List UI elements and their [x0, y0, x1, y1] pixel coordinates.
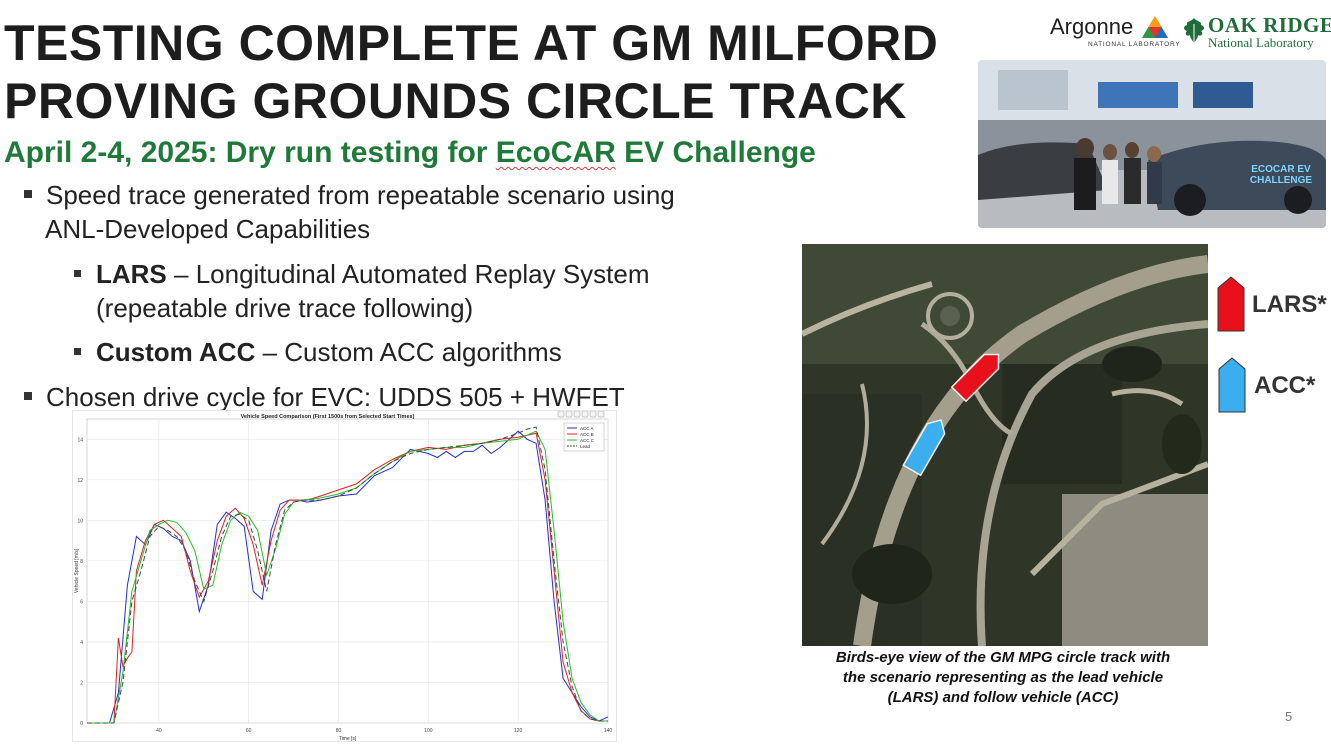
legend-entry: ACC C	[580, 438, 595, 443]
series-line-acc-b	[87, 432, 608, 724]
chart-toolbar-button[interactable]	[589, 410, 597, 418]
x-tick-label: 80	[336, 728, 342, 734]
legend-entry: Lead	[580, 444, 591, 449]
team-photo-scene	[978, 60, 1326, 228]
title-line-1: TESTING COMPLETE AT GM MILFORD	[4, 15, 939, 71]
bullet-square-icon	[74, 269, 81, 277]
legend-entry: ACC B	[580, 432, 594, 437]
lars-legend-marker-icon	[1217, 276, 1245, 332]
track-aerial-map	[802, 244, 1208, 646]
y-tick-label: 14	[77, 437, 83, 443]
bullet-square-icon	[24, 190, 32, 199]
chart-toolbar-button[interactable]	[557, 410, 565, 418]
acc-legend-label: ACC*	[1254, 372, 1316, 399]
drive-cycle-text: Chosen drive cycle for EVC: UDDS 505 + H…	[46, 382, 625, 412]
ornl-logo: OAK RIDGE National Laboratory	[1180, 12, 1331, 52]
title-line-2: PROVING GROUNDS CIRCLE TRACK	[4, 73, 907, 129]
ornl-logo-top: OAK RIDGE	[1208, 13, 1331, 37]
lars-legend-label: LARS*	[1252, 291, 1327, 318]
acc-vehicle-marker	[902, 419, 946, 477]
x-tick-label: 120	[514, 728, 523, 734]
lars-definition: – Longitudinal Automated Replay System	[166, 259, 650, 289]
chart-toolbar-button[interactable]	[597, 410, 605, 418]
speed-comparison-chart: 40 60 80 100 120 140 0 2 4 6 8 10 12 14 Vehicle Speed …	[72, 410, 617, 742]
x-axis-label: Time [s]	[339, 736, 357, 741]
map-caption: Birds-eye view of the GM MPG circle trac…	[790, 648, 1216, 708]
ornl-logo-bottom: National Laboratory	[1208, 35, 1314, 50]
subtitle-prefix: April 2-4, 2025: Dry run testing for	[4, 136, 496, 169]
series-line-acc-a	[87, 430, 609, 724]
photo-banner-text: ECOCAR EV CHALLENGE	[1249, 164, 1313, 186]
legend-entry: ACC A	[580, 426, 594, 431]
chart-toolbar[interactable]	[557, 410, 605, 418]
argonne-triangle-icon	[1142, 16, 1168, 38]
chart-toolbar-button[interactable]	[581, 410, 589, 418]
argonne-logo: Argonne NATIONAL LABORATORY	[1050, 14, 1180, 50]
map-caption-line3: (LARS) and follow vehicle (ACC)	[887, 689, 1119, 706]
team-photo: ECOCAR EV CHALLENGE	[978, 60, 1326, 228]
oak-leaf-icon	[1184, 18, 1204, 45]
acc-definition: – Custom ACC algorithms	[255, 337, 562, 367]
y-tick-label: 4	[80, 640, 83, 646]
speed-chart-svg: 40 60 80 100 120 140 0 2 4 6 8 10 12 14 Vehicle Speed …	[74, 410, 613, 742]
bullet-speed-trace-line1: Speed trace generated from repeatable sc…	[46, 180, 675, 210]
track-aerial-scene	[802, 244, 1208, 646]
acc-legend-marker-icon	[1218, 357, 1246, 413]
y-tick-label: 8	[80, 559, 83, 565]
acc-term: Custom ACC	[96, 337, 256, 367]
x-tick-label: 40	[156, 728, 162, 734]
y-axis-label: Vehicle Speed [m/s]	[74, 548, 80, 593]
argonne-logo-subtext: NATIONAL LABORATORY	[1088, 41, 1181, 48]
map-caption-line2: the scenario representing as the lead ve…	[842, 669, 1164, 686]
chart-title: Vehicle Speed Comparison (First 1500s fr…	[241, 414, 415, 420]
y-tick-label: 2	[80, 680, 83, 686]
bullet-custom-acc: Custom ACC – Custom ACC algorithms	[74, 335, 754, 369]
x-tick-label: 60	[246, 728, 252, 734]
y-tick-label: 10	[77, 518, 83, 524]
argonne-logo-text: Argonne	[1050, 14, 1134, 39]
y-tick-label: 12	[77, 478, 83, 484]
bullet-drive-cycle: Chosen drive cycle for EVC: UDDS 505 + H…	[24, 380, 764, 414]
subtitle-ecocar: EcoCAR	[495, 136, 616, 169]
bullet-square-icon	[74, 347, 81, 355]
bullet-lars: LARS – Longitudinal Automated Replay Sys…	[74, 257, 754, 325]
lars-term: LARS	[96, 259, 167, 289]
x-tick-label: 100	[424, 728, 433, 734]
page-number: 5	[1285, 709, 1293, 724]
subtitle-suffix: EV Challenge	[615, 136, 816, 169]
series-line-lead	[87, 426, 608, 724]
bullet-speed-trace: Speed trace generated from repeatable sc…	[24, 178, 764, 246]
x-tick-label: 140	[604, 728, 613, 734]
chart-toolbar-button[interactable]	[565, 410, 573, 418]
plot-area	[86, 418, 609, 724]
y-tick-label: 6	[80, 599, 83, 605]
lars-detail: (repeatable drive trace following)	[96, 293, 474, 323]
y-tick-label: 0	[80, 721, 83, 727]
bullet-square-icon	[24, 392, 32, 401]
chart-toolbar-button[interactable]	[573, 410, 581, 418]
lars-vehicle-marker	[950, 353, 1000, 403]
subtitle: April 2-4, 2025: Dry run testing for Eco…	[4, 136, 816, 170]
bullet-speed-trace-line2: ANL-Developed Capabilities	[45, 214, 371, 244]
map-caption-line1: Birds-eye view of the GM MPG circle trac…	[835, 649, 1171, 666]
